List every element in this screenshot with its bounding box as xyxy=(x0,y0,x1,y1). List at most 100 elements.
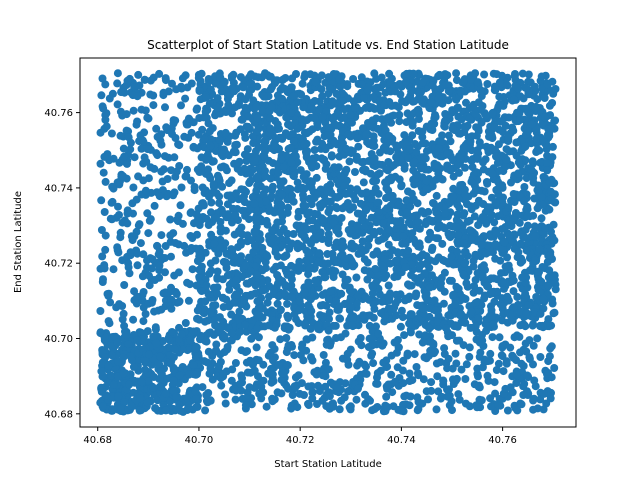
data-point xyxy=(346,296,355,305)
data-point xyxy=(180,132,189,141)
data-point xyxy=(371,265,380,273)
data-point xyxy=(308,356,317,365)
data-point xyxy=(145,216,154,225)
data-point xyxy=(254,143,263,152)
data-point xyxy=(377,106,385,115)
data-point xyxy=(332,89,341,98)
data-point xyxy=(540,94,549,102)
data-point xyxy=(205,77,213,86)
data-point xyxy=(97,226,106,234)
data-point xyxy=(353,361,362,370)
data-point xyxy=(445,231,454,240)
data-point xyxy=(189,327,198,336)
data-point xyxy=(544,282,553,290)
data-point xyxy=(161,406,170,415)
data-point xyxy=(133,292,142,301)
data-point xyxy=(537,214,546,223)
data-point xyxy=(414,218,423,227)
data-point xyxy=(414,115,423,123)
data-point xyxy=(416,164,425,173)
data-point xyxy=(143,209,152,218)
data-point xyxy=(162,123,171,132)
data-point xyxy=(434,144,443,152)
data-point xyxy=(156,136,165,145)
data-point xyxy=(434,94,443,103)
data-point xyxy=(432,405,441,414)
data-point xyxy=(444,354,453,363)
data-point xyxy=(508,315,516,324)
data-point xyxy=(99,168,108,177)
data-point xyxy=(391,377,400,386)
data-point xyxy=(370,405,379,413)
data-point xyxy=(102,122,111,131)
data-point xyxy=(109,380,118,389)
data-point xyxy=(361,390,369,399)
data-point xyxy=(405,281,414,290)
data-point xyxy=(113,100,122,109)
data-point xyxy=(452,215,461,224)
data-point xyxy=(122,110,131,119)
data-point xyxy=(382,363,391,371)
data-point xyxy=(336,82,345,91)
data-point xyxy=(168,79,176,88)
data-point xyxy=(387,370,396,379)
data-point xyxy=(172,167,181,176)
data-point xyxy=(225,285,234,294)
data-point xyxy=(230,148,239,157)
data-point xyxy=(175,371,184,380)
data-point xyxy=(319,215,328,224)
data-point xyxy=(279,225,288,233)
data-point xyxy=(386,259,395,268)
data-point xyxy=(451,300,460,309)
data-point xyxy=(324,131,333,140)
data-point xyxy=(489,320,498,329)
data-point xyxy=(209,301,218,310)
data-point xyxy=(155,69,164,78)
data-point xyxy=(419,304,428,313)
data-point xyxy=(277,155,286,164)
data-point xyxy=(184,114,193,123)
data-point xyxy=(485,132,493,141)
data-point xyxy=(516,239,525,248)
data-point xyxy=(314,381,323,390)
data-point xyxy=(250,241,259,250)
data-point xyxy=(471,69,480,78)
data-point xyxy=(541,113,550,122)
data-point xyxy=(399,232,408,241)
data-point xyxy=(510,71,519,80)
data-point xyxy=(186,232,195,240)
data-point xyxy=(235,328,244,337)
data-point xyxy=(187,79,196,88)
data-point xyxy=(509,126,518,135)
data-point xyxy=(108,392,117,401)
data-point xyxy=(497,225,506,234)
data-point xyxy=(241,320,250,329)
data-point xyxy=(533,145,542,154)
data-point xyxy=(368,282,377,291)
data-point xyxy=(235,380,244,389)
data-point xyxy=(501,121,510,130)
data-point xyxy=(202,281,211,290)
data-point xyxy=(391,101,400,110)
data-point xyxy=(413,393,422,402)
data-point xyxy=(201,107,210,116)
data-point xyxy=(206,85,215,94)
data-point xyxy=(281,282,290,291)
data-point xyxy=(494,401,503,410)
data-point xyxy=(231,359,240,367)
data-point xyxy=(330,138,339,147)
data-point xyxy=(321,145,330,154)
data-point xyxy=(351,195,360,204)
data-point xyxy=(437,273,446,282)
data-point xyxy=(280,84,289,93)
data-point xyxy=(329,273,338,282)
data-point xyxy=(449,192,458,201)
data-point xyxy=(545,352,554,361)
data-point xyxy=(494,140,503,149)
data-point xyxy=(504,133,513,142)
data-point xyxy=(483,282,491,290)
data-point xyxy=(320,273,329,282)
data-point xyxy=(253,114,262,123)
data-point xyxy=(395,117,404,126)
data-point xyxy=(483,371,492,380)
